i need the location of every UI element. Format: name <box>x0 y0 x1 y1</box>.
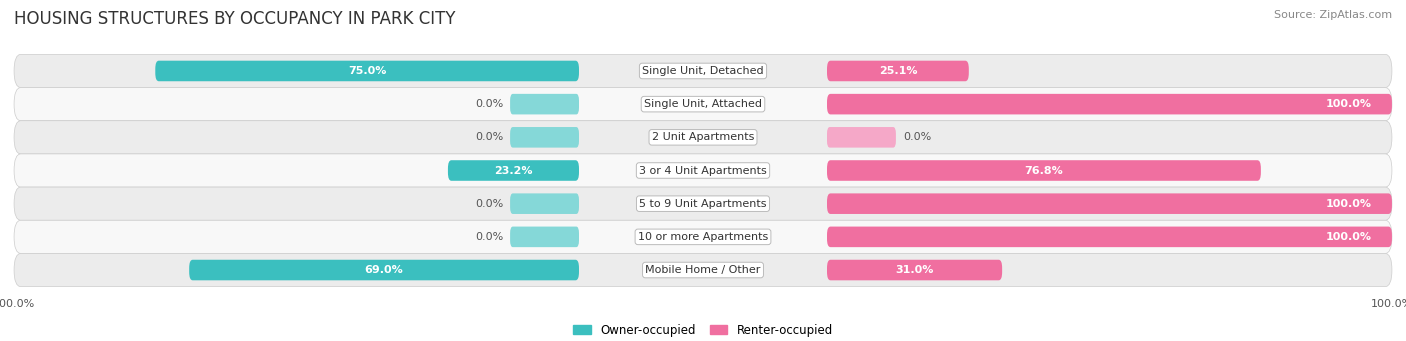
Text: 0.0%: 0.0% <box>475 232 503 242</box>
FancyBboxPatch shape <box>14 88 1392 121</box>
Text: 2 Unit Apartments: 2 Unit Apartments <box>652 132 754 142</box>
FancyBboxPatch shape <box>155 61 579 81</box>
Text: Single Unit, Detached: Single Unit, Detached <box>643 66 763 76</box>
Text: 25.1%: 25.1% <box>879 66 917 76</box>
FancyBboxPatch shape <box>827 61 969 81</box>
FancyBboxPatch shape <box>827 260 1002 280</box>
Text: 100.0%: 100.0% <box>1326 99 1371 109</box>
Text: 3 or 4 Unit Apartments: 3 or 4 Unit Apartments <box>640 165 766 176</box>
Text: 0.0%: 0.0% <box>903 132 931 142</box>
Text: 31.0%: 31.0% <box>896 265 934 275</box>
Text: 5 to 9 Unit Apartments: 5 to 9 Unit Apartments <box>640 199 766 209</box>
Text: 76.8%: 76.8% <box>1025 165 1063 176</box>
FancyBboxPatch shape <box>14 154 1392 187</box>
Legend: Owner-occupied, Renter-occupied: Owner-occupied, Renter-occupied <box>568 319 838 341</box>
FancyBboxPatch shape <box>510 127 579 148</box>
Text: Source: ZipAtlas.com: Source: ZipAtlas.com <box>1274 10 1392 20</box>
FancyBboxPatch shape <box>827 193 1392 214</box>
FancyBboxPatch shape <box>449 160 579 181</box>
FancyBboxPatch shape <box>14 253 1392 287</box>
FancyBboxPatch shape <box>827 127 896 148</box>
Text: 69.0%: 69.0% <box>364 265 404 275</box>
FancyBboxPatch shape <box>14 187 1392 220</box>
Text: 0.0%: 0.0% <box>475 199 503 209</box>
FancyBboxPatch shape <box>827 160 1261 181</box>
Text: 100.0%: 100.0% <box>1326 199 1371 209</box>
Text: 0.0%: 0.0% <box>475 132 503 142</box>
FancyBboxPatch shape <box>14 220 1392 253</box>
FancyBboxPatch shape <box>510 94 579 115</box>
Text: 75.0%: 75.0% <box>347 66 387 76</box>
Text: Mobile Home / Other: Mobile Home / Other <box>645 265 761 275</box>
Text: 10 or more Apartments: 10 or more Apartments <box>638 232 768 242</box>
FancyBboxPatch shape <box>190 260 579 280</box>
FancyBboxPatch shape <box>510 226 579 247</box>
Text: 0.0%: 0.0% <box>475 99 503 109</box>
FancyBboxPatch shape <box>827 226 1392 247</box>
Text: HOUSING STRUCTURES BY OCCUPANCY IN PARK CITY: HOUSING STRUCTURES BY OCCUPANCY IN PARK … <box>14 10 456 28</box>
Text: 100.0%: 100.0% <box>1326 232 1371 242</box>
Text: 23.2%: 23.2% <box>494 165 533 176</box>
FancyBboxPatch shape <box>14 54 1392 88</box>
Text: Single Unit, Attached: Single Unit, Attached <box>644 99 762 109</box>
FancyBboxPatch shape <box>827 94 1392 115</box>
FancyBboxPatch shape <box>510 193 579 214</box>
FancyBboxPatch shape <box>14 121 1392 154</box>
